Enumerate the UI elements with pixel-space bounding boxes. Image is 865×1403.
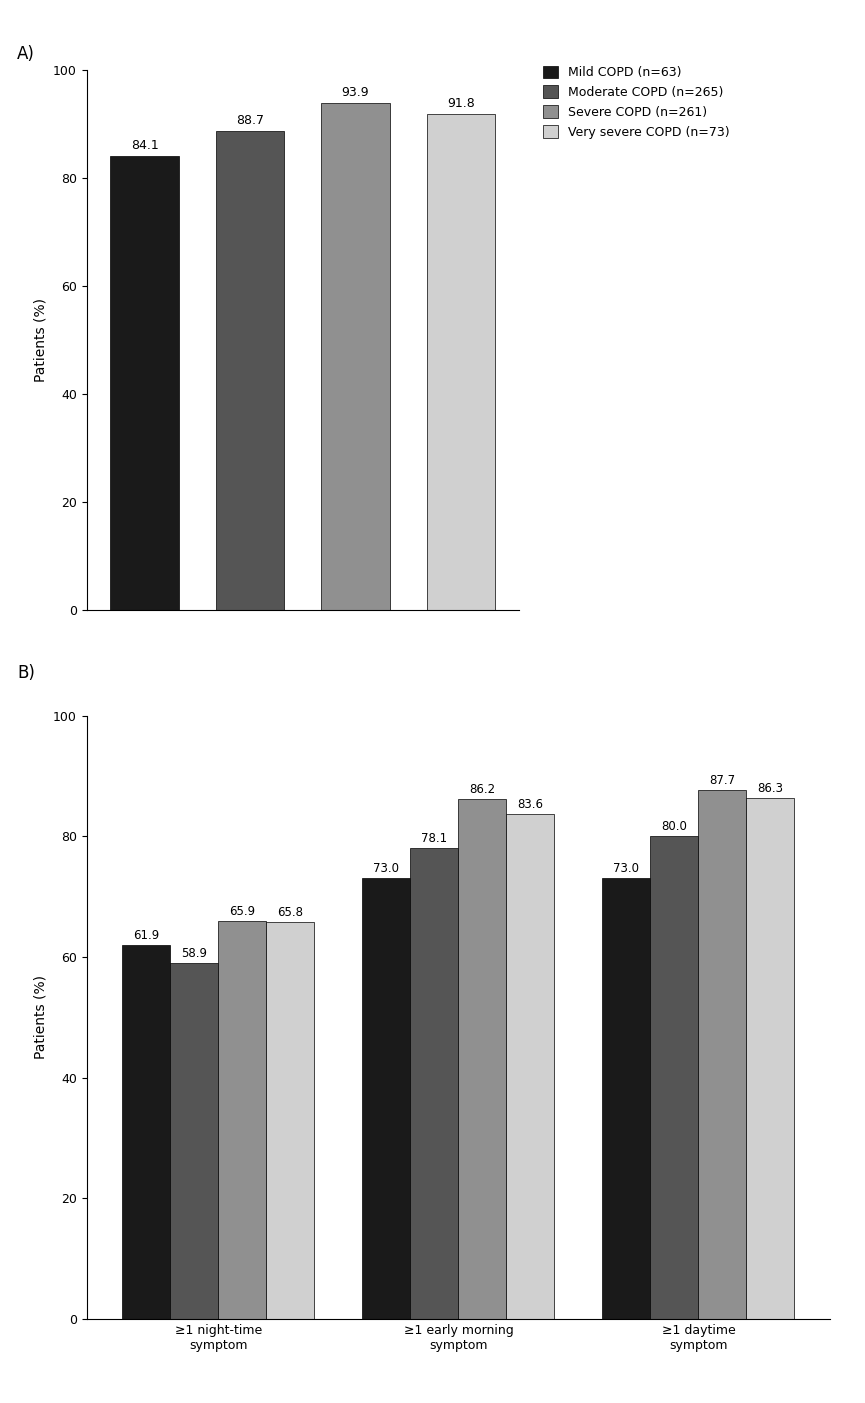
Bar — [362, 878, 411, 1319]
Bar — [123, 946, 170, 1319]
Y-axis label: Patients (%): Patients (%) — [34, 975, 48, 1059]
Text: 87.7: 87.7 — [709, 773, 735, 787]
Bar — [266, 922, 315, 1319]
Text: 93.9: 93.9 — [342, 86, 369, 98]
Text: 88.7: 88.7 — [236, 114, 264, 126]
Bar — [426, 115, 496, 610]
Bar — [698, 790, 746, 1319]
Bar — [215, 132, 285, 610]
Y-axis label: Patients (%): Patients (%) — [34, 299, 48, 382]
Text: 83.6: 83.6 — [517, 798, 543, 811]
Bar — [411, 847, 458, 1319]
Text: B): B) — [17, 664, 35, 682]
Text: 65.8: 65.8 — [278, 906, 304, 919]
Text: A): A) — [17, 45, 35, 63]
Text: 84.1: 84.1 — [131, 139, 158, 152]
Text: 86.3: 86.3 — [758, 781, 784, 796]
Text: 91.8: 91.8 — [447, 97, 475, 109]
Text: 73.0: 73.0 — [613, 863, 639, 875]
Bar — [602, 878, 650, 1319]
Text: 86.2: 86.2 — [470, 783, 496, 796]
Text: 78.1: 78.1 — [421, 832, 447, 845]
Text: 58.9: 58.9 — [182, 947, 208, 961]
Text: 65.9: 65.9 — [229, 905, 255, 918]
Bar — [650, 836, 698, 1319]
Text: 80.0: 80.0 — [662, 821, 688, 833]
Text: 73.0: 73.0 — [374, 863, 400, 875]
Bar — [170, 964, 219, 1319]
Bar — [321, 102, 390, 610]
Bar — [110, 156, 179, 610]
Legend: Mild COPD (n=63), Moderate COPD (n=265), Severe COPD (n=261), Very severe COPD (: Mild COPD (n=63), Moderate COPD (n=265),… — [542, 66, 729, 139]
Bar — [506, 815, 554, 1319]
Bar — [219, 922, 266, 1319]
Bar — [746, 798, 794, 1319]
Bar — [458, 798, 506, 1319]
Text: 61.9: 61.9 — [133, 929, 160, 943]
